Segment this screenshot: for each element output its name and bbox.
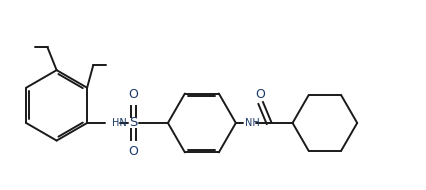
Text: NH: NH [245,118,260,128]
Text: O: O [129,145,138,158]
Text: HN: HN [112,118,127,128]
Text: S: S [130,116,138,129]
Text: O: O [256,88,266,101]
Text: O: O [129,88,138,101]
